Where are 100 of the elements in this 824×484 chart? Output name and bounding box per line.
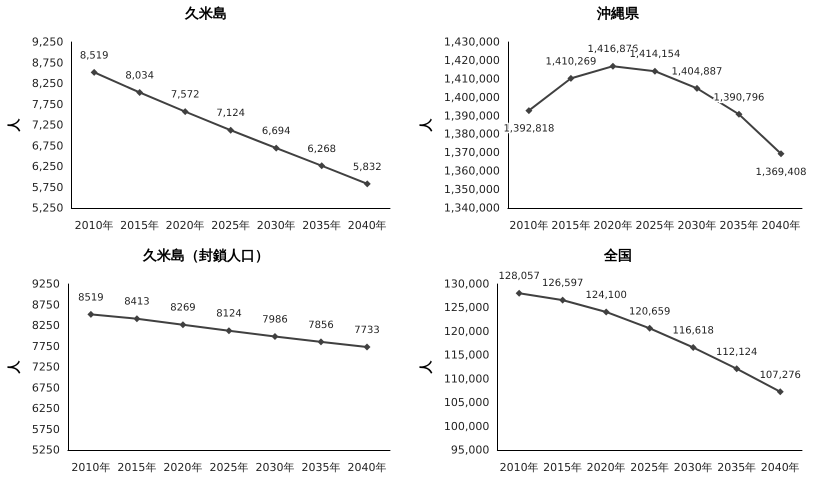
y-tick-label: 1,340,000: [444, 202, 500, 214]
text: 6,694: [262, 126, 291, 138]
data-label: 8519: [78, 292, 104, 304]
text: 8,034: [125, 70, 154, 82]
y-tick-label: 5,250: [32, 202, 64, 214]
y-tick-label: 8750: [32, 298, 60, 312]
y-tick-label: 130,000: [444, 278, 490, 290]
point: [363, 343, 370, 350]
x-tick-label: 2035年: [302, 219, 342, 232]
data-label: 8269: [170, 302, 196, 314]
y-tick-label: 7,750: [32, 98, 64, 111]
chart-title: 沖縄県: [596, 6, 640, 22]
y-tick-label: 1,430,000: [444, 36, 500, 48]
point: [567, 74, 574, 82]
data-label: 7986: [262, 314, 288, 326]
y-tick-label: 9250: [32, 278, 60, 290]
x-tick-label: 2030年: [674, 461, 713, 474]
point: [777, 150, 784, 158]
text: 1,369,408: [756, 166, 806, 178]
point: [776, 388, 784, 396]
y-tick-label: 6250: [32, 402, 60, 415]
text: 1,390,796: [714, 92, 764, 104]
data-label: 8413: [124, 296, 150, 308]
x-tick-label: 2020年: [163, 461, 202, 474]
y-tick-label: 8,250: [32, 77, 64, 90]
text: 5,832: [352, 162, 382, 173]
text: 1,404,887: [672, 66, 722, 78]
y-tick-label: 110,000: [444, 372, 490, 386]
point: [272, 144, 280, 152]
y-tick-label: 7,250: [32, 118, 64, 132]
point: [133, 315, 140, 322]
y-tick-label: 9,250: [32, 36, 64, 48]
y-tick-label: 1,410,000: [444, 72, 500, 86]
point: [525, 107, 532, 114]
x-tick-label: 2015年: [543, 461, 582, 474]
y-tick-label: 6750: [32, 381, 60, 394]
y-tick-label: 125,000: [444, 301, 490, 314]
x-tick-label: 2030年: [255, 461, 294, 474]
point: [318, 162, 326, 170]
point: [179, 321, 186, 328]
y-tick-label: 1,360,000: [444, 164, 500, 178]
y-tick-label: 8,750: [32, 56, 64, 70]
y-tick-label: 115,000: [444, 348, 490, 362]
point: [90, 68, 98, 76]
point: [690, 344, 697, 351]
y-tick-label: 105,000: [444, 396, 490, 410]
text: 116,618: [672, 325, 714, 336]
point: [559, 296, 566, 304]
y-tick-label: 120,000: [444, 324, 490, 338]
y-tick-label: 1,390,000: [444, 109, 500, 122]
y-axis-title: 人: [7, 118, 22, 132]
point: [646, 324, 654, 332]
x-tick-label: 2035年: [301, 461, 340, 474]
text: 112,124: [716, 346, 758, 358]
x-tick-label: 2040年: [348, 219, 387, 232]
x-tick-label: 2025年: [209, 461, 248, 474]
point: [602, 308, 610, 316]
y-tick-label: 5250: [32, 444, 60, 456]
text: 6,268: [307, 144, 336, 155]
text: 107,276: [760, 370, 801, 381]
x-tick-label: 2020年: [166, 219, 205, 232]
point: [225, 327, 232, 334]
y-tick-label: 6,750: [32, 139, 64, 152]
y-tick-label: 1,370,000: [444, 146, 500, 160]
x-tick-label: 2010年: [500, 461, 539, 474]
point: [271, 332, 278, 340]
y-tick-label: 95,000: [450, 444, 490, 456]
data-label: 7856: [308, 320, 334, 331]
text: 126,597: [542, 278, 584, 290]
x-tick-label: 2025年: [211, 219, 250, 232]
text: 128,057: [498, 271, 540, 282]
x-tick-label: 2010年: [509, 219, 548, 232]
text: 7,572: [170, 90, 200, 101]
y-tick-label: 100,000: [444, 420, 490, 433]
y-axis-title: 人: [419, 360, 434, 374]
x-tick-label: 2010年: [74, 219, 114, 232]
chart-title: 久米島: [184, 6, 227, 22]
x-tick-label: 2040年: [347, 461, 386, 474]
text: 7,124: [216, 108, 246, 120]
y-tick-label: 6,250: [32, 160, 64, 173]
y-tick-label: 1,380,000: [444, 128, 500, 141]
y-tick-label: 1,420,000: [444, 54, 500, 67]
point: [693, 84, 700, 92]
text: 120,659: [629, 306, 670, 318]
point: [87, 310, 94, 318]
y-tick-label: 5,750: [32, 180, 64, 194]
x-tick-label: 2020年: [593, 219, 632, 232]
y-tick-label: 1,350,000: [444, 183, 500, 196]
x-tick-label: 2030年: [256, 219, 296, 232]
x-tick-label: 2035年: [717, 461, 756, 474]
y-tick-label: 8250: [32, 319, 60, 332]
point: [609, 62, 616, 70]
point: [364, 180, 371, 188]
point: [317, 338, 324, 346]
text: 124,100: [586, 290, 627, 301]
x-tick-label: 2040年: [761, 219, 800, 232]
y-tick-label: 1,400,000: [444, 90, 500, 104]
point: [136, 88, 144, 96]
point: [735, 110, 742, 118]
text: 1,410,269: [545, 56, 596, 68]
